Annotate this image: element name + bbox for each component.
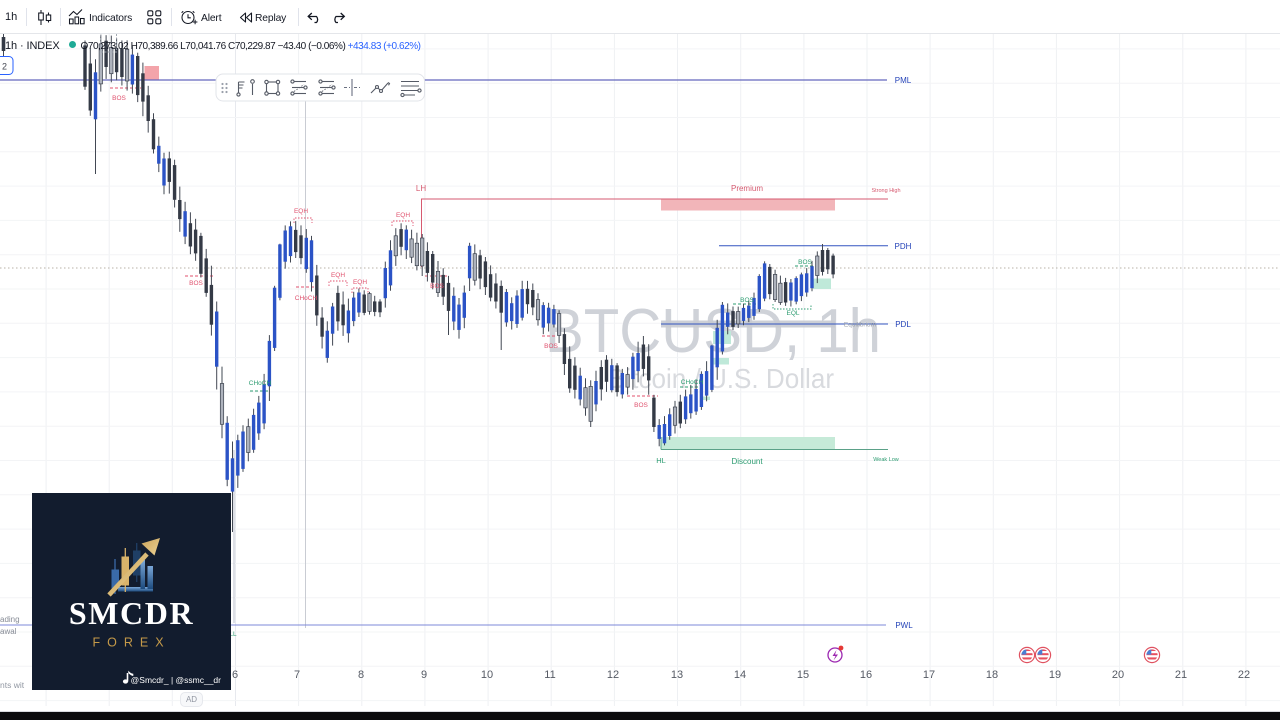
svg-text:FOREX: FOREX: [92, 636, 170, 650]
svg-text:CHoCH: CHoCH: [295, 295, 318, 302]
svg-text:2: 2: [2, 62, 7, 72]
svg-text:Weak Low: Weak Low: [873, 457, 899, 463]
svg-text:EQH: EQH: [353, 279, 367, 286]
svg-text:8: 8: [358, 669, 364, 681]
svg-text:HL: HL: [656, 456, 666, 465]
svg-text:16: 16: [860, 669, 872, 681]
svg-text:CHoCH: CHoCH: [681, 379, 704, 386]
svg-text:PML: PML: [895, 76, 912, 85]
svg-text:12: 12: [607, 669, 619, 681]
svg-text:14: 14: [734, 669, 746, 681]
svg-text:LL: LL: [229, 631, 237, 638]
svg-text:Discount: Discount: [731, 457, 763, 466]
svg-text:EQL: EQL: [786, 310, 799, 317]
svg-text:10: 10: [481, 669, 493, 681]
svg-text:BOS: BOS: [740, 297, 754, 304]
svg-text:BOS: BOS: [798, 259, 812, 266]
svg-text:Replay: Replay: [255, 13, 287, 24]
svg-text:BOS: BOS: [189, 280, 203, 287]
svg-text:17: 17: [923, 669, 935, 681]
svg-text:PDH: PDH: [895, 242, 912, 251]
svg-text:awal: awal: [0, 627, 17, 636]
svg-text:18: 18: [986, 669, 998, 681]
svg-text:EQH: EQH: [396, 212, 410, 219]
svg-text:Premium: Premium: [731, 184, 763, 193]
svg-text:9: 9: [421, 669, 427, 681]
svg-text:BOS: BOS: [430, 283, 444, 290]
svg-text:EQH: EQH: [331, 272, 345, 279]
svg-text:EQH: EQH: [294, 208, 308, 215]
svg-text:LH: LH: [416, 184, 426, 193]
svg-text:21: 21: [1175, 669, 1187, 681]
svg-text:15: 15: [797, 669, 809, 681]
svg-text:Equilibrium: Equilibrium: [844, 322, 876, 329]
svg-text:Bitcoin / U.S. Dollar: Bitcoin / U.S. Dollar: [608, 363, 834, 394]
svg-text:11: 11: [544, 669, 555, 681]
svg-text:22: 22: [1238, 669, 1250, 681]
svg-text:Strong High: Strong High: [871, 188, 900, 194]
svg-text:19: 19: [1049, 669, 1061, 681]
svg-text:@Smcdr_ | @ssmc__dr: @Smcdr_ | @ssmc__dr: [131, 675, 221, 685]
svg-text:SMCDR: SMCDR: [69, 595, 194, 631]
svg-text:nts wit: nts wit: [0, 680, 25, 690]
svg-text:Alert: Alert: [201, 13, 222, 24]
svg-text:13: 13: [671, 669, 683, 681]
svg-text:ading: ading: [0, 615, 20, 624]
svg-text:BOS: BOS: [112, 95, 126, 102]
svg-text:CHoCH: CHoCH: [249, 380, 272, 387]
svg-text:BOS: BOS: [634, 402, 648, 409]
svg-text:6: 6: [232, 669, 238, 681]
svg-text:20: 20: [1112, 669, 1124, 681]
svg-text:Indicators: Indicators: [89, 13, 132, 24]
svg-text:7: 7: [294, 669, 300, 681]
svg-text:PDL: PDL: [895, 320, 911, 329]
svg-text:BOS: BOS: [544, 343, 558, 350]
svg-text:PWL: PWL: [895, 621, 913, 630]
